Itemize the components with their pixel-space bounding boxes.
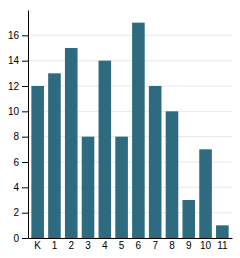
y-tick-mark: [22, 238, 28, 239]
y-tick-mark: [22, 137, 28, 138]
y-tick-mark: [22, 61, 28, 62]
y-tick-mark: [22, 213, 28, 214]
x-tick-label: 2: [68, 240, 74, 251]
y-tick-label: 0: [13, 233, 19, 244]
y-tick: 14: [8, 55, 28, 66]
x-tick: 11: [217, 240, 228, 251]
bar: [82, 137, 95, 238]
y-tick-label: 2: [13, 207, 19, 218]
x-tick: 7: [152, 240, 158, 251]
bar: [48, 73, 61, 238]
grid: [28, 35, 232, 238]
x-tick: 8: [169, 240, 175, 251]
x-tick: 2: [68, 240, 74, 251]
plot-area: [31, 23, 228, 238]
x-tick: 3: [85, 240, 91, 251]
y-tick-label: 6: [13, 157, 19, 168]
x-tick-label: 4: [102, 240, 108, 251]
y-tick: 6: [13, 157, 28, 168]
x-tick-label: 1: [52, 240, 58, 251]
x-tick: 4: [102, 240, 108, 251]
x-tick: 1: [52, 240, 58, 251]
x-tick-label: 10: [200, 240, 212, 251]
x-tick-label: K: [34, 240, 41, 251]
x-tick: 10: [200, 240, 212, 251]
x-tick: 6: [136, 240, 142, 251]
grid-line: [28, 35, 232, 36]
x-tick-label: 3: [85, 240, 91, 251]
x-tick-label: 5: [119, 240, 125, 251]
y-tick: 12: [8, 81, 28, 92]
y-tick-mark: [22, 35, 28, 36]
x-tick-label: 7: [152, 240, 158, 251]
y-tick-mark: [22, 111, 28, 112]
x-tick: 9: [186, 240, 192, 251]
chart: K12345678910110246810121416: [0, 0, 240, 258]
x-axis-line: [29, 238, 233, 239]
y-tick-label: 10: [8, 106, 20, 117]
bar: [99, 61, 112, 238]
grid-line: [28, 60, 232, 61]
x-tick: 5: [119, 240, 125, 251]
y-tick: 8: [13, 131, 28, 142]
bar: [216, 225, 229, 238]
y-tick-label: 4: [13, 182, 19, 193]
y-tick: 0: [13, 233, 28, 244]
bar: [182, 200, 195, 238]
x-axis: K123456789 10 11: [29, 239, 233, 252]
y-tick: 2: [13, 207, 28, 218]
y-tick: 4: [13, 182, 28, 193]
y-tick-mark: [22, 162, 28, 163]
bar: [132, 23, 145, 238]
y-tick-label: 16: [8, 30, 20, 41]
y-tick-label: 12: [8, 81, 20, 92]
y-tick-mark: [22, 86, 28, 87]
bar: [149, 86, 162, 238]
y-tick-label: 8: [13, 131, 19, 142]
y-axis: 0 2 4 6 8 10 12 14 16: [8, 11, 29, 244]
x-tick-label: 8: [169, 240, 175, 251]
y-tick-label: 14: [8, 55, 20, 66]
x-tick: K: [34, 240, 41, 251]
bar: [31, 86, 44, 238]
x-tick-label: 6: [136, 240, 142, 251]
x-tick-label: 9: [186, 240, 192, 251]
y-tick: 16: [8, 30, 28, 41]
bar: [199, 149, 212, 238]
bar: [65, 48, 78, 238]
y-tick-mark: [22, 187, 28, 188]
x-tick-label: 11: [217, 240, 228, 251]
y-tick: 10: [8, 106, 28, 117]
bar: [166, 111, 179, 238]
y-axis-line: [28, 11, 29, 239]
bar: [115, 137, 128, 238]
